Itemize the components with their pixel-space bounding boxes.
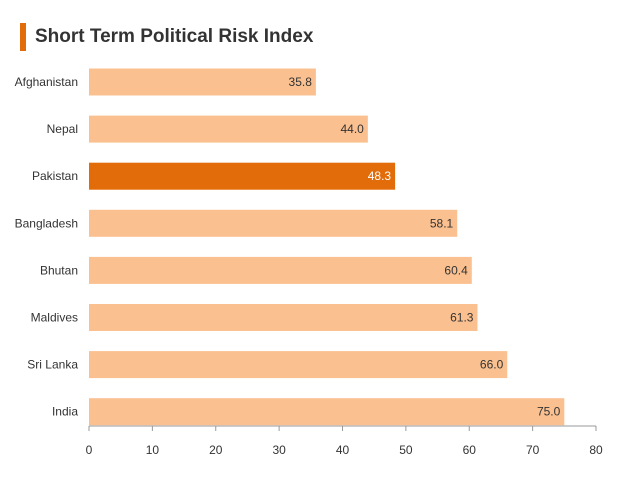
x-tick-label: 60 — [463, 443, 477, 457]
bar — [89, 115, 368, 143]
value-label: 61.3 — [450, 311, 474, 325]
category-label: Bhutan — [40, 263, 78, 277]
x-tick-label: 20 — [209, 443, 223, 457]
value-label: 48.3 — [368, 169, 392, 183]
bar — [89, 256, 472, 284]
bar — [89, 304, 478, 331]
value-label: 66.0 — [480, 358, 504, 372]
bar — [89, 209, 458, 237]
x-tick-label: 10 — [146, 443, 160, 457]
x-tick-label: 30 — [272, 443, 286, 457]
x-tick-label: 70 — [526, 443, 540, 457]
category-label: Afghanistan — [15, 75, 78, 89]
chart-title-block: Short Term Political Risk Index — [20, 22, 313, 52]
bar — [89, 162, 396, 190]
category-label: Pakistan — [32, 169, 78, 183]
chart-title: Short Term Political Risk Index — [35, 26, 314, 47]
x-tick-label: 80 — [589, 443, 603, 457]
bar — [89, 398, 565, 426]
category-label: India — [52, 405, 78, 419]
x-tick-label: 0 — [86, 443, 93, 457]
value-label: 35.8 — [289, 75, 313, 89]
value-label: 58.1 — [430, 216, 454, 230]
x-tick-label: 50 — [399, 443, 413, 457]
title-accent-bar — [20, 23, 26, 51]
category-label: Sri Lanka — [27, 358, 78, 372]
value-label: 44.0 — [340, 122, 364, 136]
value-label: 75.0 — [537, 405, 561, 419]
category-label: Nepal — [47, 122, 78, 136]
bar — [89, 68, 316, 96]
value-label: 60.4 — [444, 263, 468, 277]
category-label: Bangladesh — [15, 216, 78, 230]
category-label: Maldives — [31, 311, 78, 325]
bar — [89, 351, 508, 379]
x-tick-label: 40 — [336, 443, 350, 457]
